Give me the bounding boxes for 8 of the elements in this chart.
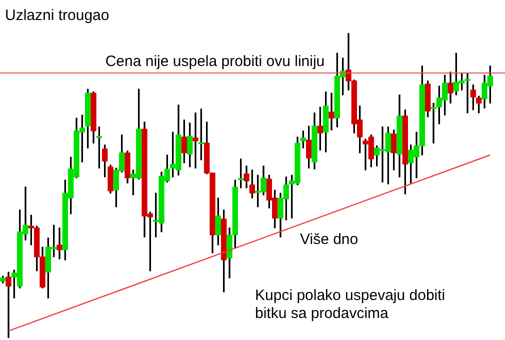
candlestick bbox=[6, 272, 12, 338]
candlestick bbox=[56, 228, 62, 260]
candlestick bbox=[328, 92, 334, 130]
annotation: Više dno bbox=[300, 231, 360, 249]
candlestick bbox=[192, 112, 198, 168]
chart-title: Uzlazni trougao bbox=[5, 7, 110, 25]
ref-line-label: Cena nije uspela probiti ovu liniju bbox=[105, 52, 325, 70]
annotation: Kupci polako uspevaju dobiti bitku sa prodavcima bbox=[255, 287, 446, 323]
